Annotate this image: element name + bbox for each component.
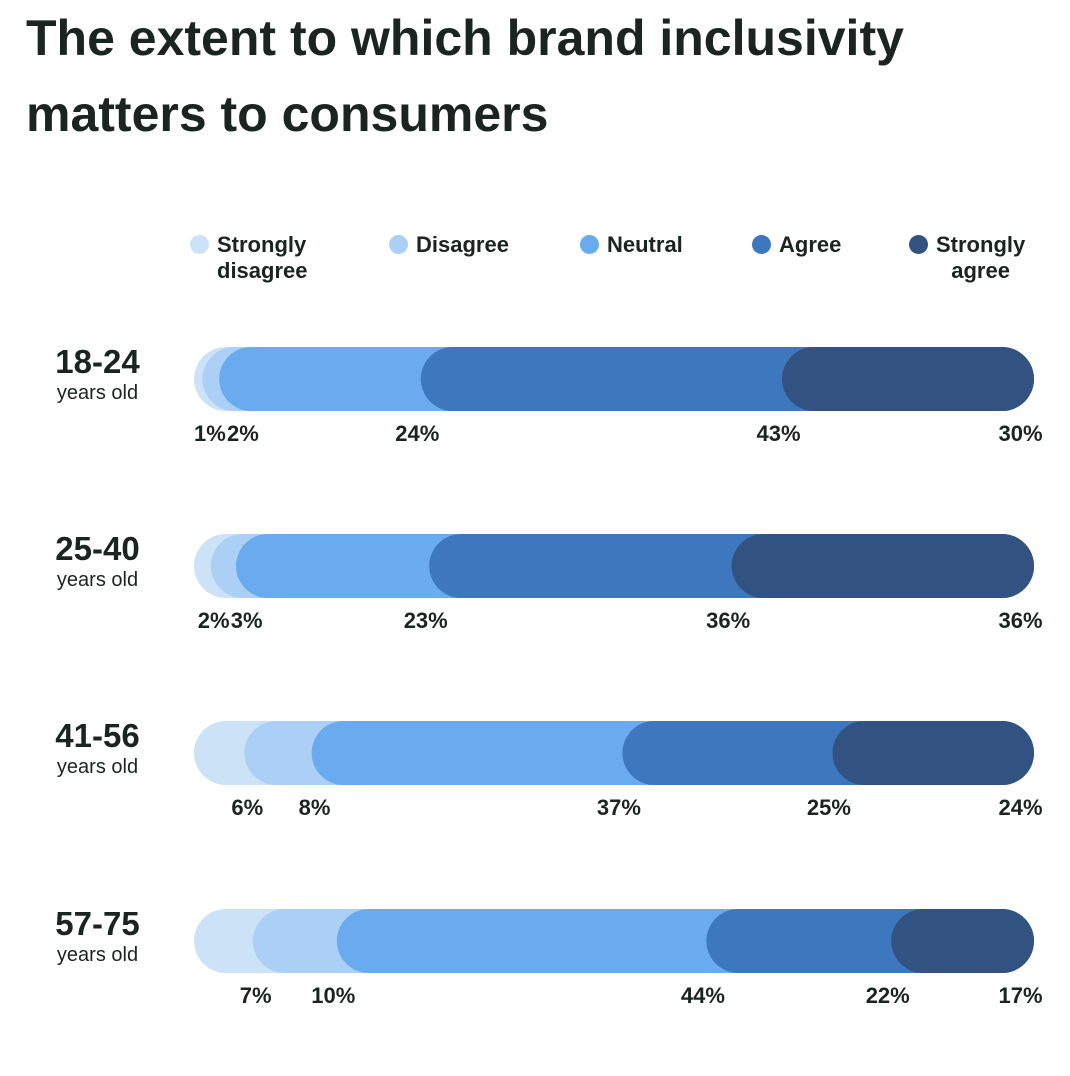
bar-segment <box>891 909 1034 973</box>
data-label: 8% <box>299 795 331 820</box>
bar-segment <box>832 721 1034 785</box>
legend-swatch <box>389 235 408 254</box>
row-label: 57-75 years old <box>40 905 155 967</box>
data-label: 23% <box>404 608 448 633</box>
chart-title: The extent to which brand inclusivity ma… <box>26 10 904 142</box>
legend-label: Agree <box>779 232 842 257</box>
data-label: 43% <box>757 421 801 446</box>
data-label: 3% <box>231 608 263 633</box>
data-label: 25% <box>807 795 851 820</box>
age-group: 18-24 <box>55 343 140 380</box>
legend-label: Strongly agree <box>936 232 1026 283</box>
bar-segment <box>782 347 1034 411</box>
row-label: 18-24 years old <box>40 343 155 405</box>
data-label: 24% <box>395 421 439 446</box>
row-label: 25-40 years old <box>40 530 155 592</box>
age-group-subtitle: years old <box>56 756 139 778</box>
age-group: 25-40 <box>55 530 140 567</box>
age-group-subtitle: years old <box>56 382 139 404</box>
data-label: 30% <box>999 421 1043 446</box>
row-label: 41-56 years old <box>40 717 155 779</box>
age-group: 41-56 <box>55 717 140 754</box>
age-group: 57-75 <box>55 905 140 942</box>
data-label: 17% <box>999 983 1043 1008</box>
legend-label: Disagree <box>416 232 509 257</box>
data-label: 2% <box>227 421 259 446</box>
data-label: 2% <box>198 608 230 633</box>
data-label: 7% <box>240 983 272 1008</box>
data-label: 1% <box>194 421 226 446</box>
data-label: 37% <box>597 795 641 820</box>
data-label: 36% <box>706 608 750 633</box>
data-label: 36% <box>999 608 1043 633</box>
legend-swatch <box>752 235 771 254</box>
data-label: 44% <box>681 983 725 1008</box>
legend-label: Strongly disagree <box>217 232 308 283</box>
data-label: 10% <box>311 983 355 1008</box>
legend-swatch <box>909 235 928 254</box>
bar-segment <box>731 534 1034 598</box>
data-label: 6% <box>231 795 263 820</box>
data-label: 24% <box>999 795 1043 820</box>
legend-label: Neutral <box>607 232 683 257</box>
legend-swatch <box>190 235 209 254</box>
legend-swatch <box>580 235 599 254</box>
age-group-subtitle: years old <box>56 569 139 591</box>
data-label: 22% <box>866 983 910 1008</box>
age-group-subtitle: years old <box>56 944 139 966</box>
